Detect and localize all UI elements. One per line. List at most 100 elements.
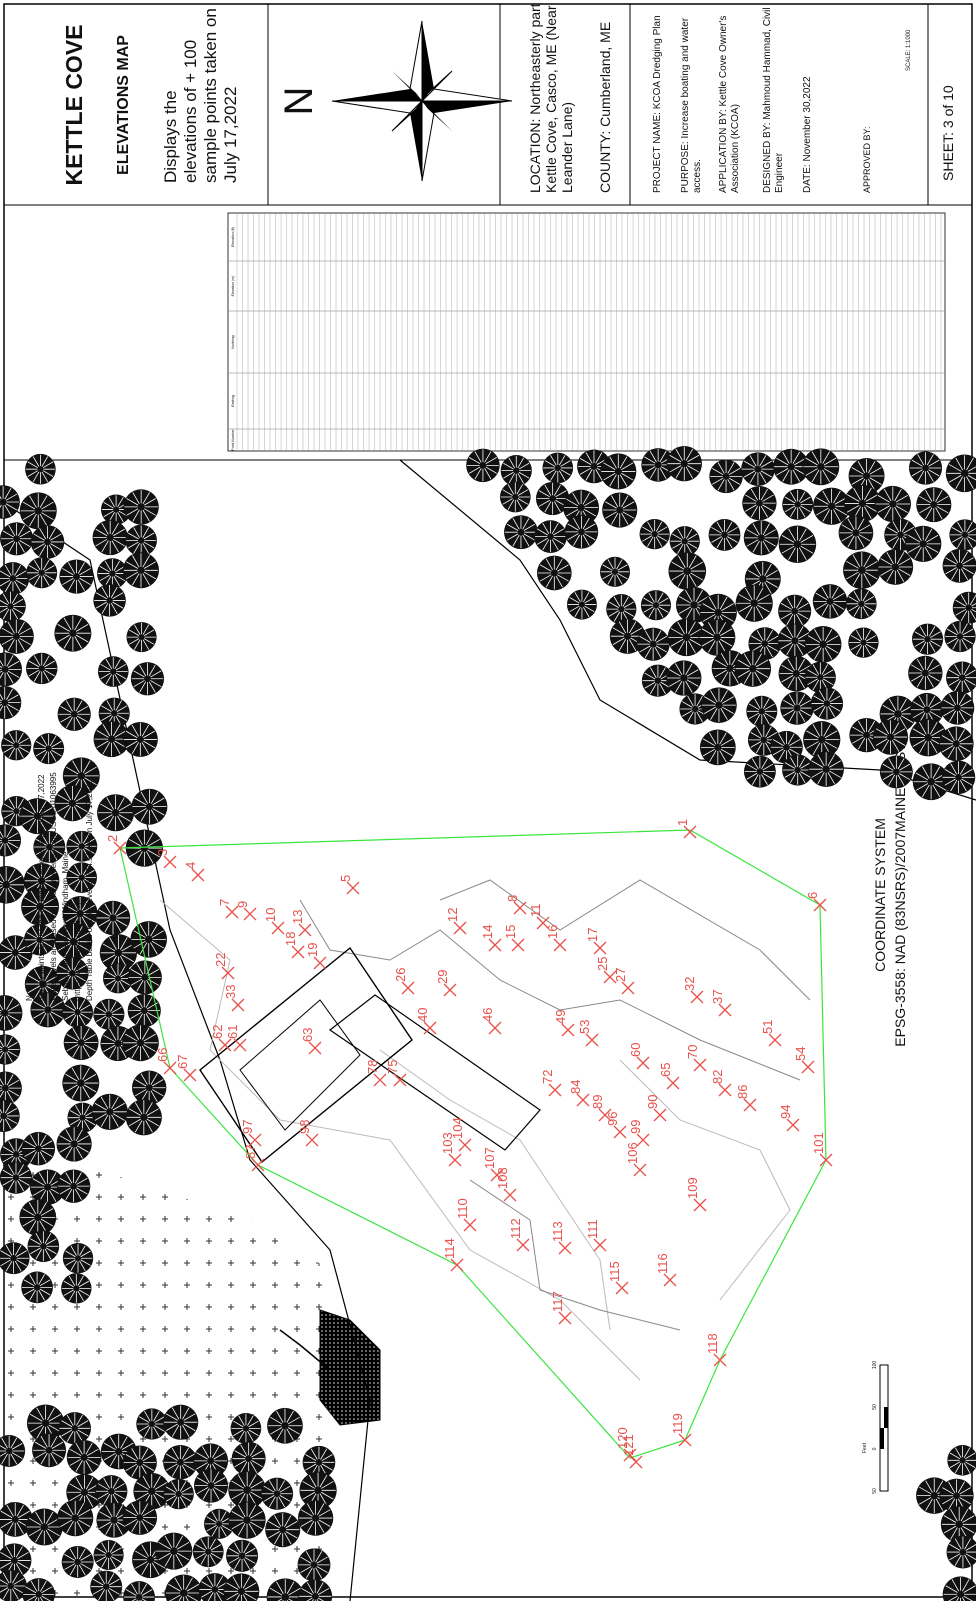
survey-point-label: 99 (628, 1120, 643, 1134)
survey-point-marker (714, 1354, 726, 1366)
survey-point-marker (616, 1282, 628, 1294)
survey-point-label: 90 (645, 1095, 660, 1109)
survey-point-marker (347, 882, 359, 894)
tree (26, 653, 57, 684)
tree (839, 516, 874, 551)
tree (878, 549, 914, 585)
tree (57, 1500, 93, 1536)
survey-point-marker (512, 939, 524, 951)
tree (33, 733, 64, 764)
survey-point-marker (232, 999, 244, 1011)
tree (22, 1132, 55, 1165)
survey-point-marker (719, 1084, 731, 1096)
county: COUNTY: Cumberland, ME (597, 22, 613, 193)
survey-point-marker (164, 856, 176, 868)
survey-point-label: 62 (210, 1025, 225, 1039)
survey-point-label: 22 (213, 953, 228, 967)
tree (780, 691, 813, 724)
tree (501, 455, 532, 486)
tree (231, 1413, 262, 1444)
scale-bar-unit: Feet (862, 1442, 868, 1453)
tree (265, 1512, 300, 1547)
tree (534, 520, 567, 553)
survey-point-marker (444, 984, 456, 996)
survey-point-label: 33 (223, 985, 238, 999)
survey-point-marker (679, 1434, 691, 1446)
tree (126, 1099, 162, 1135)
table-header: Easting (231, 395, 235, 407)
tree (641, 590, 671, 620)
purpose: PURPOSE: Increase boating and wateracces… (680, 17, 703, 193)
approved-by: APPROVED BY: (862, 126, 872, 193)
survey-point-marker (667, 1077, 679, 1089)
tree (700, 729, 736, 765)
survey-point-label: 60 (628, 1043, 643, 1057)
tree (0, 1034, 20, 1064)
survey-point-marker (192, 869, 204, 881)
tree (20, 492, 57, 529)
tree (0, 1072, 22, 1105)
survey-point-marker (802, 1061, 814, 1073)
survey-point-marker (586, 1034, 598, 1046)
tree (736, 585, 773, 622)
survey-point-label: 51 (760, 1020, 775, 1034)
survey-point-label: 87 (243, 1145, 258, 1159)
tree (600, 557, 630, 587)
survey-point-label: 104 (450, 1117, 465, 1139)
survey-point-label: 121 (621, 1434, 636, 1456)
tree (298, 1500, 333, 1535)
survey-point-label: 3 (155, 849, 170, 856)
tree (567, 590, 597, 620)
survey-point-marker (514, 902, 526, 914)
tree (0, 1162, 32, 1194)
survey-point-label: 101 (811, 1132, 826, 1154)
subtitle: ELEVATIONS MAP (115, 35, 132, 175)
survey-point-marker (234, 1039, 246, 1051)
tree (128, 960, 162, 994)
tree (746, 696, 777, 727)
tree (843, 551, 881, 589)
tree (26, 557, 57, 588)
survey-point-marker (654, 1109, 666, 1121)
tree (124, 489, 159, 524)
survey-point-marker (630, 1456, 642, 1468)
table-header: Elevation (ft) (231, 227, 235, 247)
tree (59, 1412, 91, 1444)
survey-point-label: 11 (528, 904, 543, 918)
survey-point-label: 13 (290, 910, 305, 924)
survey-point-label: 15 (503, 925, 518, 939)
survey-point-marker (634, 1164, 646, 1176)
survey-point-label: 66 (155, 1048, 170, 1062)
survey-point-marker (184, 1069, 196, 1081)
survey-point-label: 65 (658, 1063, 673, 1077)
survey-point-label: 61 (225, 1025, 240, 1039)
survey-point-label: 118 (705, 1333, 720, 1354)
date: DATE: November 30,2022 (802, 76, 813, 193)
survey-point-label: 75 (385, 1060, 400, 1074)
survey-point-marker (622, 982, 634, 994)
survey-point-label: 9 (235, 901, 250, 908)
tree (947, 1445, 976, 1476)
survey-point-marker (394, 1074, 406, 1086)
tree (232, 1442, 266, 1476)
survey-point-label: 53 (577, 1020, 592, 1034)
tree (193, 1536, 224, 1567)
survey-point-marker (559, 1312, 571, 1324)
tree (701, 687, 737, 723)
survey-point-marker (691, 991, 703, 1003)
tree (875, 486, 911, 522)
tree (944, 621, 975, 652)
tree (28, 1230, 60, 1262)
tree (802, 448, 839, 485)
tree (226, 1540, 258, 1572)
survey-point-marker (719, 1004, 731, 1016)
survey-point-marker (637, 1057, 649, 1069)
survey-point-label: 17 (585, 928, 600, 942)
survey-point-marker (299, 924, 311, 936)
survey-point-label: 37 (710, 990, 725, 1004)
survey-point-marker (694, 1059, 706, 1071)
tree (21, 1272, 53, 1304)
tree (261, 1478, 293, 1510)
designed-by: DESIGNED BY: Mahmoud Hammad, CivilEngine… (762, 7, 785, 193)
survey-point-marker (309, 1042, 321, 1054)
